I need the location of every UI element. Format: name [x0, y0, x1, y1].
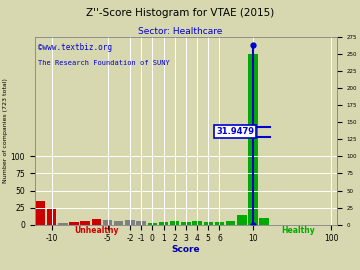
Bar — [103, 220, 112, 225]
Bar — [148, 222, 157, 225]
Bar — [2, 199, 12, 225]
Bar — [125, 220, 135, 225]
Bar — [226, 221, 235, 225]
Bar — [91, 219, 101, 225]
Text: 31.9479: 31.9479 — [216, 127, 254, 136]
Bar — [80, 221, 90, 225]
Text: The Research Foundation of SUNY: The Research Foundation of SUNY — [38, 60, 170, 66]
Bar — [24, 220, 34, 225]
Y-axis label: Number of companies (723 total): Number of companies (723 total) — [3, 79, 8, 183]
Bar — [237, 215, 247, 225]
Text: ©www.textbiz.org: ©www.textbiz.org — [38, 43, 112, 52]
Bar — [114, 221, 123, 225]
Bar — [36, 201, 45, 225]
Bar — [248, 54, 258, 225]
Bar — [192, 221, 202, 225]
Bar — [203, 222, 213, 225]
Bar — [170, 221, 179, 225]
Text: Unhealthy: Unhealthy — [74, 227, 118, 235]
Bar — [159, 222, 168, 225]
Bar — [58, 222, 68, 225]
Bar — [181, 222, 191, 225]
Bar — [47, 208, 56, 225]
Bar — [13, 221, 23, 225]
Text: Healthy: Healthy — [281, 227, 315, 235]
Bar — [215, 222, 224, 225]
Bar — [136, 221, 146, 225]
Text: Sector: Healthcare: Sector: Healthcare — [138, 27, 222, 36]
Bar — [260, 218, 269, 225]
X-axis label: Score: Score — [172, 245, 200, 254]
Text: Z''-Score Histogram for VTAE (2015): Z''-Score Histogram for VTAE (2015) — [86, 8, 274, 18]
Bar — [69, 222, 79, 225]
